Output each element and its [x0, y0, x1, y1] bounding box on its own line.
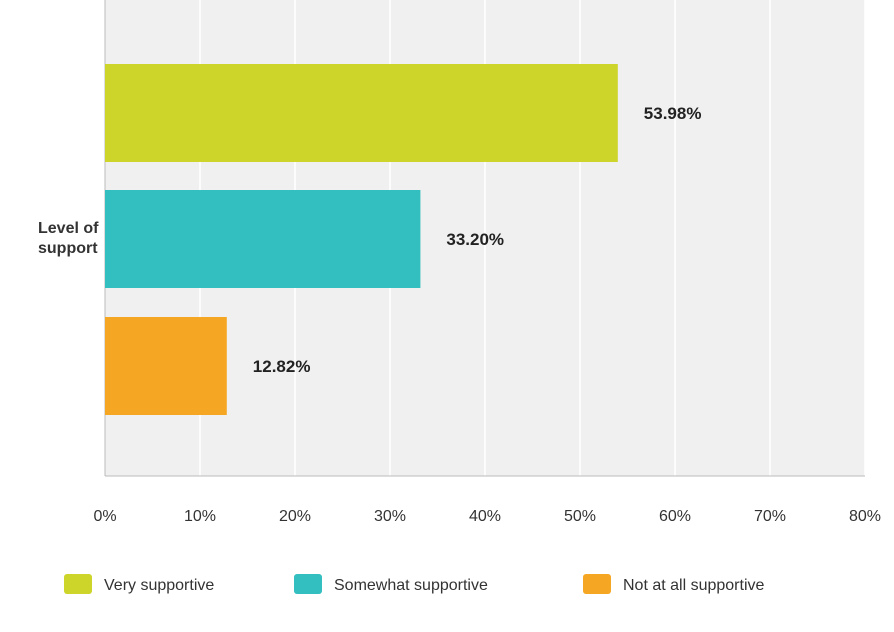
category-label: Level of support [38, 220, 103, 257]
x-tick-label: 60% [659, 508, 691, 525]
category-label-line-2: support [38, 240, 98, 257]
bar-value-label: 12.82% [253, 357, 311, 376]
category-label-line-1: Level of [38, 220, 99, 237]
legend-label: Not at all supportive [623, 577, 765, 594]
legend-swatch [294, 574, 322, 594]
legend-swatch [64, 574, 92, 594]
x-tick-labels: 0% 10% 20% 30% 40% 50% 60% 70% 80% [93, 508, 881, 525]
x-tick-label: 40% [469, 508, 501, 525]
bar [105, 190, 421, 288]
data-labels: 53.98% 33.20% 12.82% [253, 104, 702, 376]
bar [105, 317, 227, 415]
legend-label: Somewhat supportive [334, 577, 488, 594]
legend-swatch [583, 574, 611, 594]
x-tick-label: 70% [754, 508, 786, 525]
bar-value-label: 33.20% [446, 230, 504, 249]
bar-value-label: 53.98% [644, 104, 702, 123]
x-tick-label: 30% [374, 508, 406, 525]
x-tick-label: 20% [279, 508, 311, 525]
bar [105, 64, 618, 162]
bars [105, 64, 618, 415]
x-tick-label: 0% [93, 508, 116, 525]
x-tick-label: 10% [184, 508, 216, 525]
x-tick-label: 50% [564, 508, 596, 525]
x-tick-label: 80% [849, 508, 881, 525]
legend: Very supportive Somewhat supportive Not at… [64, 574, 765, 594]
legend-label: Very supportive [104, 577, 214, 594]
